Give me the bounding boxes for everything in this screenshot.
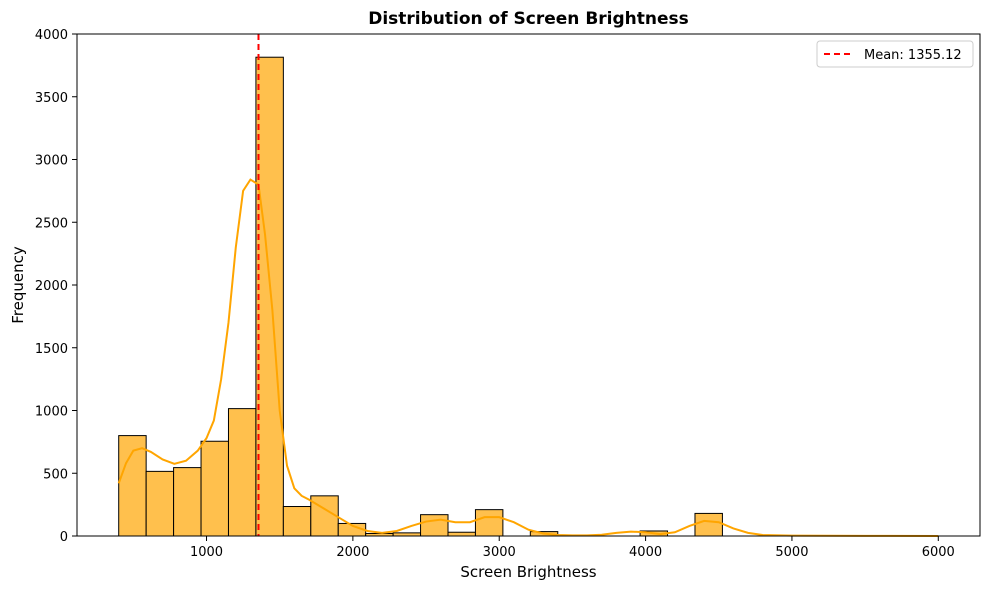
histogram-bar-12 bbox=[447, 531, 476, 537]
y-tick-label: 3500 bbox=[35, 91, 68, 106]
plot-area bbox=[76, 33, 981, 537]
y-axis-ticks: 0 500 1000 1500 2000 2500 3000 3500 4000 bbox=[35, 28, 77, 545]
histogram-bar-11 bbox=[420, 514, 449, 537]
y-tick-label: 3000 bbox=[35, 154, 68, 169]
x-axis-ticks: 1000 2000 3000 4000 5000 6000 bbox=[190, 536, 955, 560]
y-tick-label: 1000 bbox=[35, 405, 68, 420]
x-tick-label: 6000 bbox=[922, 545, 955, 560]
histogram-bar-21 bbox=[694, 512, 723, 537]
legend-box bbox=[816, 40, 974, 68]
histogram-bar-2 bbox=[173, 467, 202, 537]
histogram-bar-4 bbox=[227, 408, 257, 537]
x-tick-label: 4000 bbox=[629, 545, 662, 560]
kde-curve bbox=[117, 178, 939, 537]
y-tick-label: 4000 bbox=[35, 28, 68, 43]
y-tick-label: 0 bbox=[60, 530, 68, 545]
y-axis-label: Frequency bbox=[9, 246, 27, 324]
x-tick-label: 3000 bbox=[483, 545, 516, 560]
legend: Mean: 1355.12 bbox=[816, 40, 974, 68]
histogram-bar-6 bbox=[282, 506, 312, 537]
histogram-bar-3 bbox=[200, 440, 229, 537]
histogram-bar-1 bbox=[145, 470, 175, 537]
y-tick-label: 2500 bbox=[35, 216, 68, 231]
y-tick-label: 2000 bbox=[35, 279, 68, 294]
histogram-bars bbox=[118, 56, 723, 537]
x-tick-label: 2000 bbox=[336, 545, 369, 560]
y-tick-label: 500 bbox=[43, 467, 68, 482]
histogram-bar-7 bbox=[310, 495, 339, 537]
x-tick-label: 5000 bbox=[775, 545, 808, 560]
x-axis-label: Screen Brightness bbox=[460, 563, 596, 581]
histogram-bar-13 bbox=[474, 509, 504, 537]
chart-title: Distribution of Screen Brightness bbox=[368, 9, 689, 29]
x-tick-label: 1000 bbox=[190, 545, 223, 560]
histogram-bar-5 bbox=[255, 56, 284, 537]
legend-mean-label: Mean: 1355.12 bbox=[864, 48, 962, 63]
y-tick-label: 1500 bbox=[35, 342, 68, 357]
